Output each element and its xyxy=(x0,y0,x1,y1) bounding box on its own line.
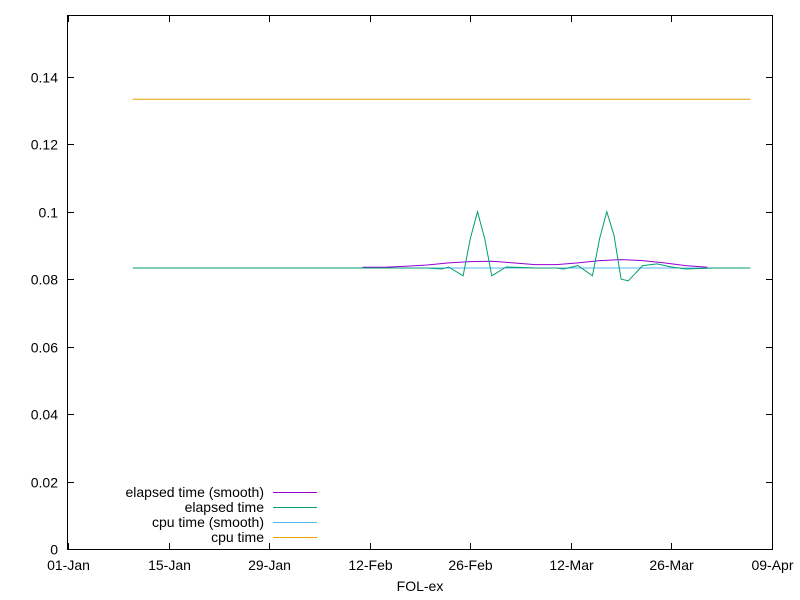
x-tick-label: 12-Mar xyxy=(549,557,594,573)
legend-label: elapsed time (smooth) xyxy=(125,484,264,500)
series-line-elapsed-time xyxy=(132,209,751,282)
y-tick-label: 0.12 xyxy=(31,137,58,153)
y-tick-label: 0.08 xyxy=(31,272,58,288)
x-tick-label: 12-Feb xyxy=(348,557,393,573)
plot-frame xyxy=(67,15,773,550)
x-tick-label: 26-Mar xyxy=(649,557,694,573)
x-tick-label: 09-Apr xyxy=(751,557,793,573)
y-tick-label: 0.06 xyxy=(31,340,58,356)
x-axis-label: FOL-ex xyxy=(397,578,444,594)
y-axis-ticks: 0 0.02 0.04 0.06 0.08 0.1 0.12 0.14 xyxy=(31,70,772,558)
y-tick-label: 0.04 xyxy=(31,407,58,423)
x-axis-ticks: 01-Jan 15-Jan 29-Jan 12-Feb 26-Feb 12-Mar 26-M… xyxy=(47,16,794,573)
legend-label: elapsed time xyxy=(185,499,265,515)
x-tick-label: 26-Feb xyxy=(448,557,493,573)
y-tick-label: 0.02 xyxy=(31,475,58,491)
y-tick-label: 0 xyxy=(50,542,58,558)
x-tick-label: 29-Jan xyxy=(248,557,291,573)
x-tick-label: 01-Jan xyxy=(47,557,90,573)
y-tick-label: 0.1 xyxy=(39,205,59,221)
y-tick-label: 0.14 xyxy=(31,70,58,86)
x-tick-label: 15-Jan xyxy=(148,557,191,573)
legend-label: cpu time (smooth) xyxy=(152,514,264,530)
series-lines xyxy=(132,98,751,282)
series-line-elapsed-time-smooth xyxy=(362,259,708,268)
legend-label: cpu time xyxy=(211,529,264,545)
